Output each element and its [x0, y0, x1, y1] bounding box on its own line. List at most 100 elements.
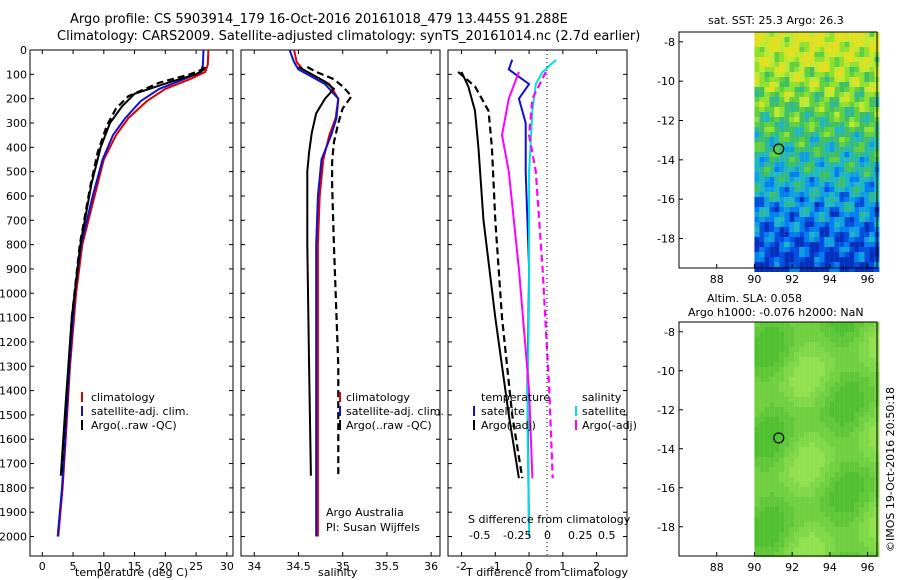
map-cell	[869, 347, 875, 352]
map-cell	[774, 432, 780, 437]
map-cell	[779, 392, 785, 397]
map-cell	[754, 442, 760, 447]
map-cell	[794, 502, 800, 507]
map-cell	[804, 462, 810, 467]
legend-label: climatology	[91, 391, 155, 404]
map-cell	[859, 42, 865, 47]
map-cell	[754, 57, 760, 62]
map-cell	[789, 222, 795, 227]
map-cell	[754, 97, 760, 102]
map-cell	[769, 477, 775, 482]
map-cell	[769, 342, 775, 347]
map-cell	[804, 202, 810, 207]
map-cell	[814, 427, 820, 432]
map-cell	[839, 397, 845, 402]
map-cell	[844, 462, 850, 467]
map-cell	[754, 102, 760, 107]
map-cell	[839, 452, 845, 457]
map-cell	[824, 367, 830, 372]
map-cell	[754, 342, 760, 347]
map-cell	[769, 127, 775, 132]
map-cell	[754, 417, 760, 422]
map-cell	[774, 52, 780, 57]
map-cell	[774, 42, 780, 47]
map-cell	[764, 462, 770, 467]
map-cell	[834, 87, 840, 92]
s-tick-label: -0.5	[469, 529, 490, 542]
map-cell	[854, 237, 860, 242]
map-cell	[824, 517, 830, 522]
map-cell	[809, 432, 815, 437]
map-cell	[869, 92, 875, 97]
map-cell	[764, 137, 770, 142]
map-cell	[814, 107, 820, 112]
map-cell	[809, 112, 815, 117]
map-cell	[784, 497, 790, 502]
map-cell	[769, 242, 775, 247]
map-cell	[759, 252, 765, 257]
map-cell	[789, 467, 795, 472]
map-cell	[844, 132, 850, 137]
map-cell	[839, 532, 845, 537]
y-tick-label: 900	[6, 263, 27, 276]
map-cell	[779, 37, 785, 42]
map-cell	[764, 132, 770, 137]
map-cell	[809, 347, 815, 352]
map-cell	[769, 192, 775, 197]
map-cell	[779, 62, 785, 67]
map-cell	[814, 532, 820, 537]
map-cell	[814, 112, 820, 117]
map-cell	[819, 502, 825, 507]
map-cell	[829, 372, 835, 377]
map-cell	[819, 552, 825, 557]
map-cell	[814, 212, 820, 217]
x-tick-label: 94	[823, 561, 837, 574]
x-tick-label: 34.5	[286, 560, 311, 573]
map-cell	[814, 407, 820, 412]
map-cell	[869, 122, 875, 127]
map-cell	[764, 82, 770, 87]
map-cell	[809, 372, 815, 377]
map-cell	[834, 527, 840, 532]
map-cell	[849, 142, 855, 147]
map-cell	[799, 367, 805, 372]
map-cell	[754, 62, 760, 67]
map-cell	[794, 237, 800, 242]
map-cell	[764, 182, 770, 187]
map-cell	[829, 462, 835, 467]
map-cell	[814, 247, 820, 252]
map-cell	[764, 107, 770, 112]
map-cell	[859, 352, 865, 357]
map-cell	[859, 517, 865, 522]
map-cell	[849, 437, 855, 442]
map-cell	[819, 37, 825, 42]
map-cell	[799, 402, 805, 407]
map-cell	[784, 327, 790, 332]
legend-label: Argo(-adj)	[582, 419, 637, 432]
map-cell	[754, 377, 760, 382]
map-cell	[799, 417, 805, 422]
map-cell	[754, 37, 760, 42]
map-cell	[834, 347, 840, 352]
map-cell	[854, 527, 860, 532]
map-cell	[789, 382, 795, 387]
map-cell	[784, 207, 790, 212]
map-cell	[864, 382, 870, 387]
map-cell	[849, 442, 855, 447]
map-cell	[779, 222, 785, 227]
map-cell	[754, 257, 760, 262]
map-cell	[809, 187, 815, 192]
map-cell	[819, 372, 825, 377]
map-cell	[774, 362, 780, 367]
map-cell	[754, 117, 760, 122]
map-cell	[789, 132, 795, 137]
map-cell	[804, 77, 810, 82]
y-tick-label: 1600	[0, 433, 27, 446]
map-cell	[804, 412, 810, 417]
map-cell	[814, 152, 820, 157]
map-cell	[834, 442, 840, 447]
map-cell	[829, 322, 835, 327]
map-cell	[789, 347, 795, 352]
map-cell	[774, 412, 780, 417]
map-cell	[789, 442, 795, 447]
